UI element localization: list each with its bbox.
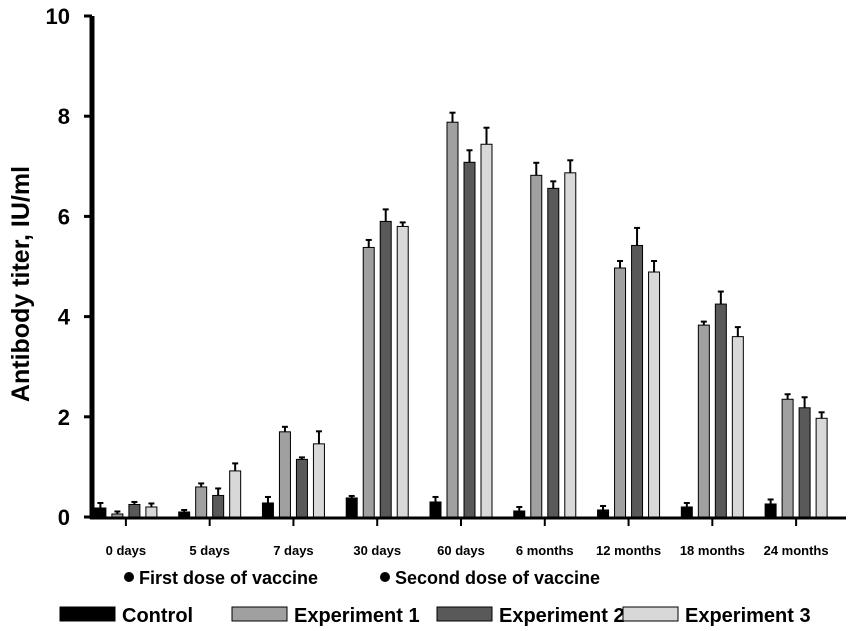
y-tick-label: 8	[58, 104, 70, 129]
bar-experiment-1	[362, 246, 375, 518]
bar-control	[764, 503, 777, 518]
axes-layer	[89, 16, 846, 520]
x-tick-label: 60 days	[437, 543, 485, 558]
bar-experiment-2	[714, 303, 727, 518]
bar-experiment-2	[547, 187, 560, 518]
first-dose-label: First dose of vaccine	[139, 568, 318, 588]
second-dose-label: Second dose of vaccine	[395, 568, 600, 588]
bar-control	[345, 497, 358, 518]
bar-experiment-1	[697, 324, 710, 518]
bar-control	[94, 507, 107, 518]
bar-experiment-3	[229, 470, 242, 518]
bar-experiment-3	[312, 443, 325, 518]
legend-swatch-experiment-3	[622, 606, 679, 622]
bar-experiment-1	[614, 267, 627, 518]
bar-experiment-2	[631, 244, 644, 518]
y-axis-title: Antibody titer, IU/ml	[7, 166, 35, 402]
legend-swatch-control	[59, 606, 116, 622]
x-tick-label: 24 months	[764, 543, 829, 558]
bar-experiment-2	[128, 503, 141, 518]
x-tick-label: 6 months	[516, 543, 574, 558]
bar-control	[261, 502, 274, 518]
x-tick-label: 30 days	[353, 543, 401, 558]
bar-experiment-3	[564, 172, 577, 518]
bar-experiment-1	[195, 486, 208, 518]
bar-control	[429, 501, 442, 518]
bar-control	[597, 509, 610, 518]
ticks-layer: 0 2 4 6 8 10 0 days 5 days 7 days 30 days 60 days 6…	[46, 4, 829, 558]
legend-swatch-experiment-2	[436, 606, 493, 622]
bar-experiment-1	[530, 174, 543, 518]
bar-control	[178, 511, 191, 518]
bars-layer	[94, 111, 828, 518]
bar-experiment-3	[815, 417, 828, 518]
legend-label-experiment-2: Experiment 2	[499, 605, 625, 627]
legend-label-experiment-3: Experiment 3	[685, 605, 811, 627]
y-tick-label: 2	[58, 405, 70, 430]
bar-experiment-3	[145, 506, 158, 518]
series-legend: Control Experiment 1 Experiment 2 Experimen…	[59, 605, 811, 627]
bar-experiment-3	[396, 225, 409, 518]
first-dose-marker	[124, 572, 134, 582]
legend-label-control: Control	[122, 605, 193, 627]
bar-experiment-2	[379, 220, 392, 518]
bar-control	[680, 506, 693, 518]
x-tick-label: 12 months	[596, 543, 661, 558]
x-tick-label: 7 days	[273, 543, 313, 558]
bar-experiment-2	[295, 458, 308, 518]
legend-label-experiment-1: Experiment 1	[294, 605, 420, 627]
bar-experiment-3	[480, 143, 493, 518]
y-tick-label: 10	[46, 4, 70, 29]
legend-swatch-experiment-1	[231, 606, 288, 622]
bar-experiment-3	[648, 271, 661, 518]
bar-experiment-2	[463, 161, 476, 518]
y-tick-label: 4	[58, 305, 71, 330]
dose-legend: First dose of vaccine Second dose of vac…	[124, 568, 600, 588]
x-tick-label: 5 days	[189, 543, 229, 558]
x-tick-label: 0 days	[106, 543, 146, 558]
bar-experiment-1	[446, 121, 459, 518]
y-tick-label: 6	[58, 204, 70, 229]
bar-experiment-3	[731, 336, 744, 518]
second-dose-marker	[380, 572, 390, 582]
x-tick-label: 18 months	[680, 543, 745, 558]
bar-experiment-1	[781, 398, 794, 518]
bar-control	[513, 510, 526, 518]
bar-experiment-1	[278, 431, 291, 518]
y-tick-label: 0	[58, 505, 70, 530]
bar-experiment-2	[212, 494, 225, 518]
bar-experiment-2	[798, 407, 811, 518]
